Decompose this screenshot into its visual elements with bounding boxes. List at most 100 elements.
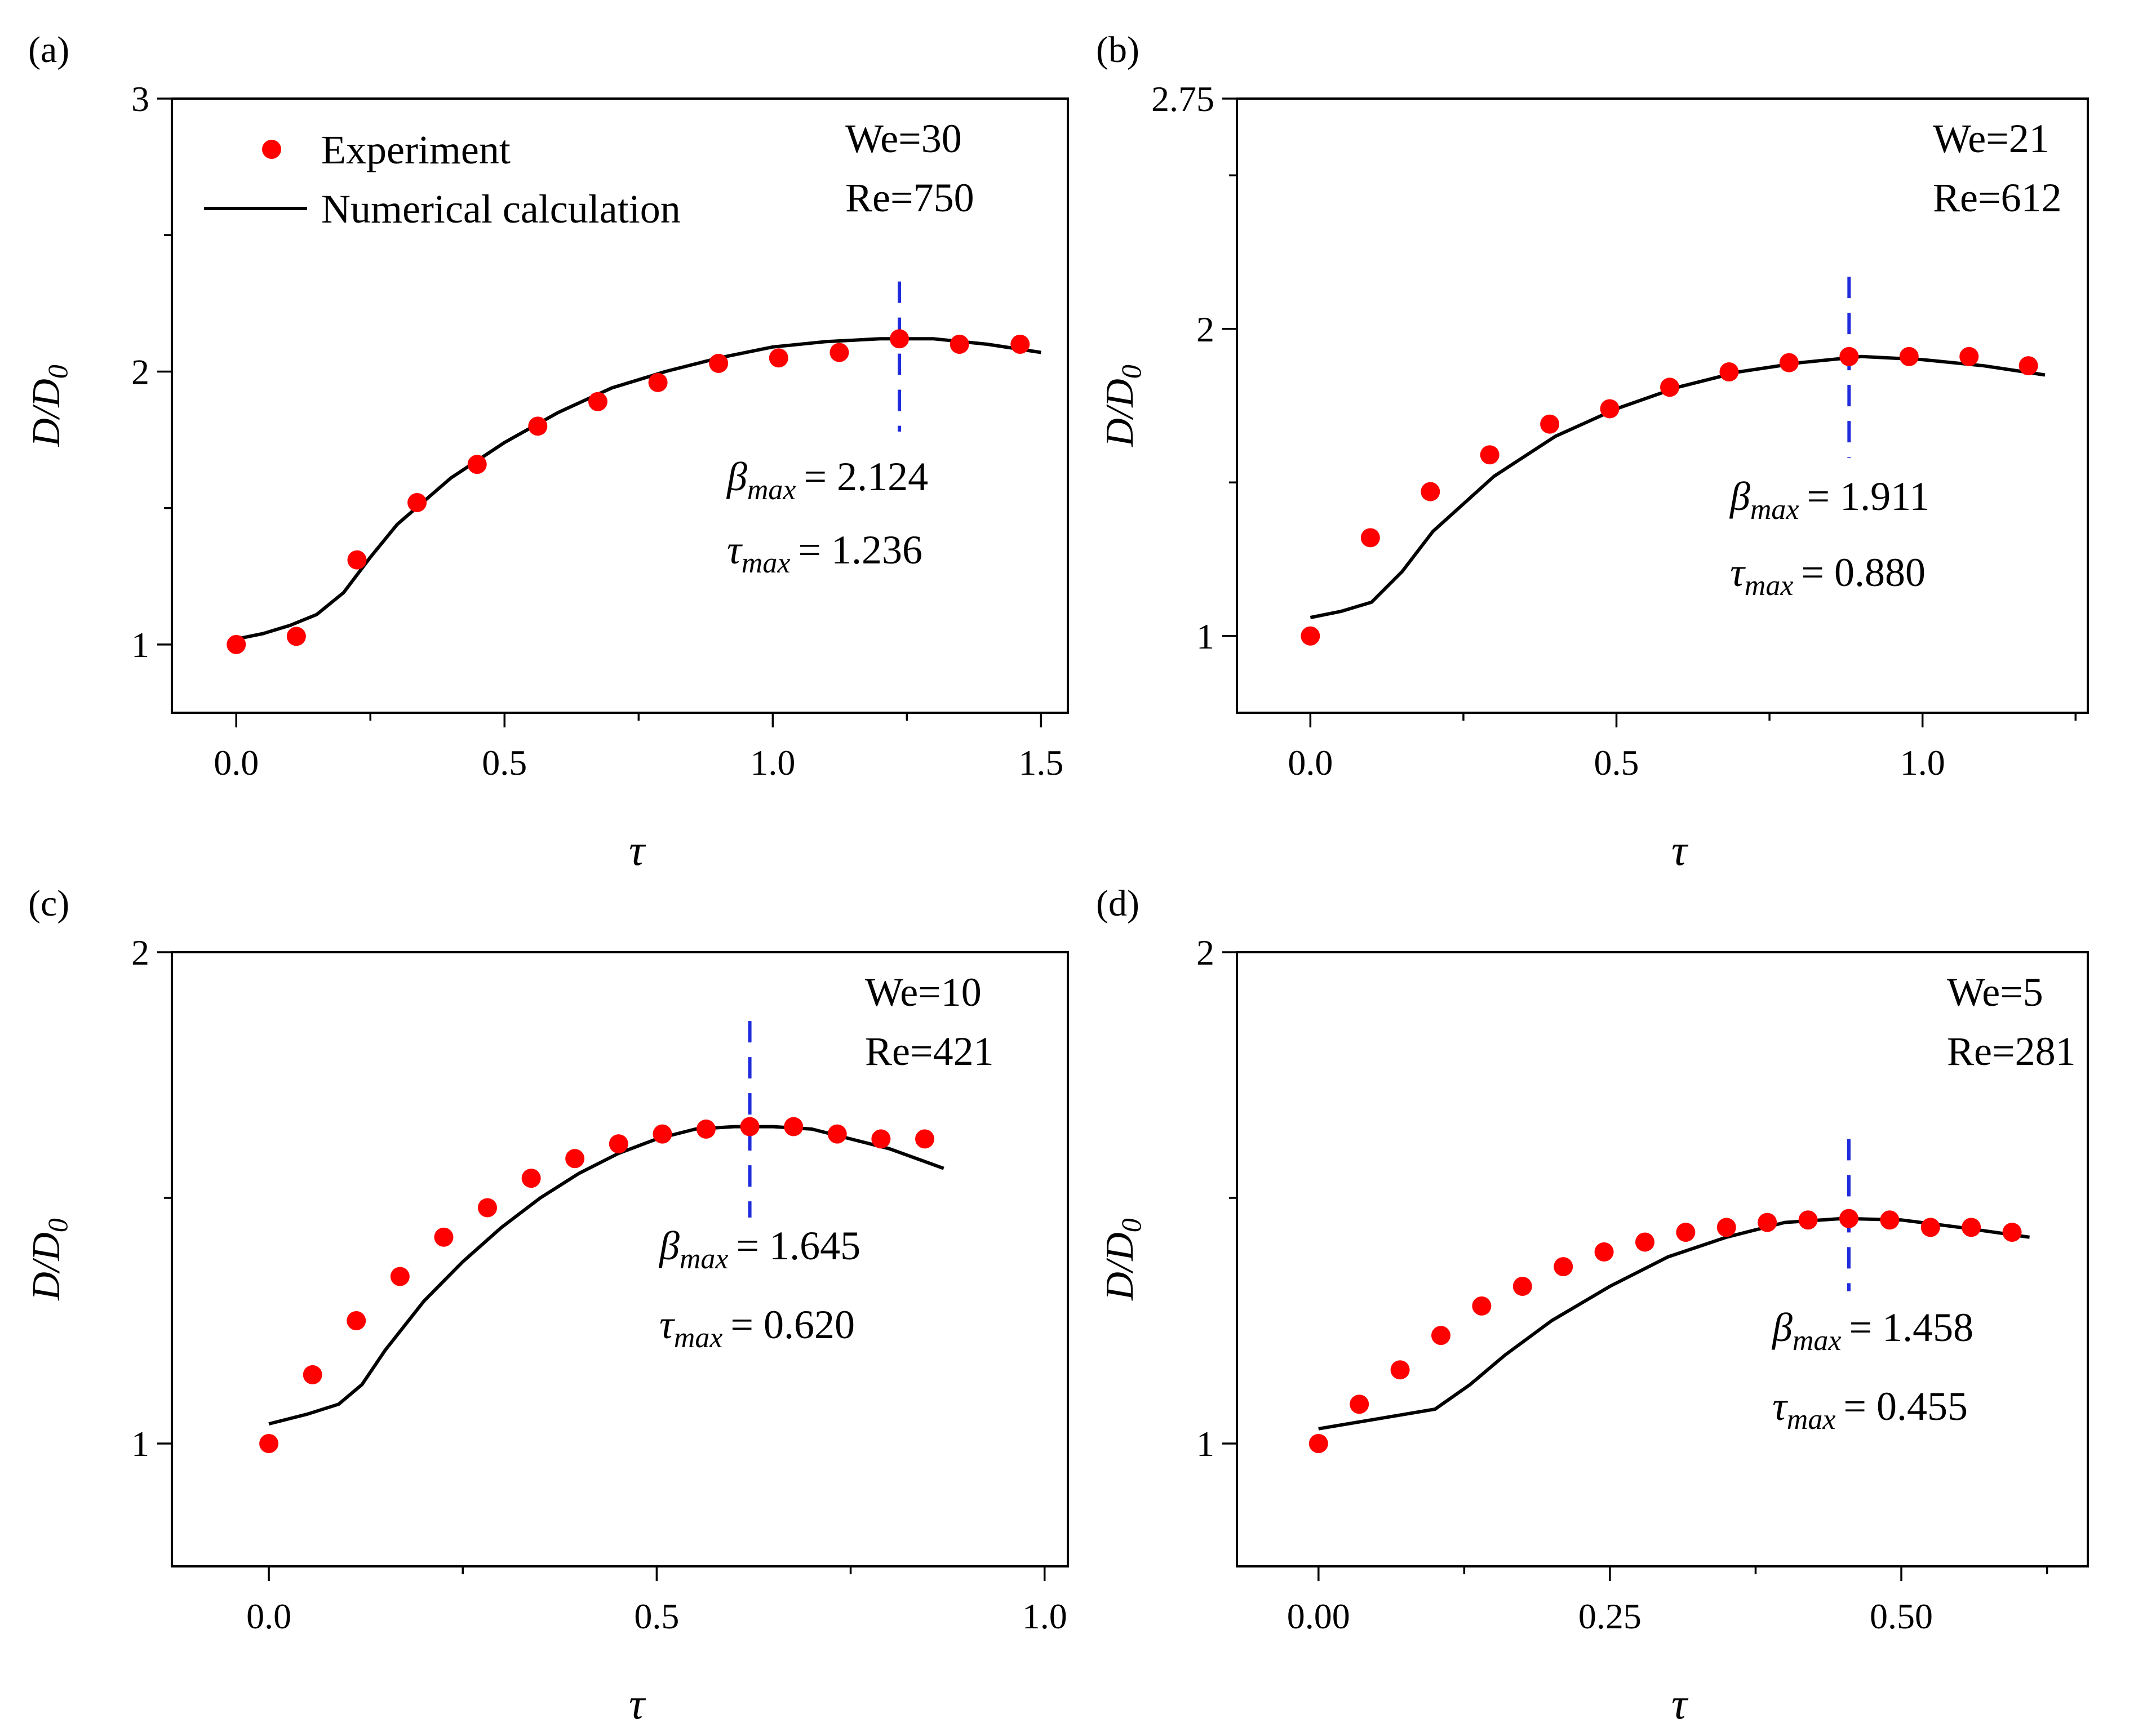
- experiment-point: [227, 634, 246, 654]
- tau-subscript: max: [742, 547, 791, 579]
- beta-symbol: β: [726, 454, 747, 499]
- experiment-point: [588, 392, 607, 411]
- x-tick-label: 1.0: [1022, 1596, 1067, 1636]
- numerical-curve: [236, 337, 1041, 641]
- experiment-point: [653, 1124, 672, 1144]
- experiment-point: [709, 353, 729, 373]
- x-axis-label: τ: [629, 825, 646, 874]
- experiment-point: [1779, 353, 1799, 372]
- param-label: Re=612: [1933, 175, 2062, 220]
- y-tick-label: 3: [131, 79, 149, 119]
- experiment-point: [648, 372, 668, 392]
- experiment-point: [1301, 626, 1320, 646]
- experiment-point: [1390, 1360, 1410, 1380]
- y-axis-label: D/D0: [1098, 1218, 1147, 1301]
- x-tick-label: 0.0: [214, 743, 259, 783]
- y-tick-label: 2: [1196, 932, 1214, 972]
- y-axis-label: D/D0: [25, 365, 73, 447]
- plot-frame: [171, 97, 1069, 714]
- experiment-point: [1880, 1210, 1900, 1230]
- experiment-point: [769, 348, 788, 368]
- panel-label: (d): [1096, 883, 1139, 924]
- experiment-point: [434, 1227, 454, 1247]
- beta-max-annotation: βmax = 1.645: [658, 1223, 860, 1275]
- experiment-point: [1899, 347, 1919, 366]
- y-tick-label: 2: [131, 932, 149, 972]
- experiment-point: [1600, 399, 1620, 419]
- experiment-point: [2019, 356, 2038, 376]
- experiment-point: [1540, 414, 1560, 434]
- panel-label: (c): [28, 883, 69, 924]
- experiment-point: [827, 1124, 847, 1144]
- beta-max-value: = 1.458: [1849, 1305, 1974, 1350]
- experiment-point: [1594, 1242, 1614, 1262]
- param-label: Re=421: [865, 1029, 994, 1074]
- panel-label: (a): [28, 29, 69, 70]
- experiment-point: [871, 1129, 891, 1149]
- param-label: Re=750: [845, 175, 974, 220]
- y-tick-label: 2: [1196, 309, 1214, 349]
- experiment-point: [1360, 528, 1380, 548]
- param-label: We=10: [865, 970, 982, 1015]
- x-axis-label: τ: [1671, 825, 1689, 874]
- x-tick-label: 0.5: [482, 743, 527, 783]
- y-tick-label: 1: [1196, 616, 1214, 656]
- experiment-point: [696, 1119, 716, 1139]
- experiment-point: [2002, 1223, 2022, 1242]
- y-tick-label: 2.75: [1151, 79, 1214, 119]
- beta-symbol: β: [1771, 1305, 1793, 1350]
- tau-max-annotation: τmax = 0.880: [1730, 550, 1926, 602]
- experiment-point: [1554, 1257, 1573, 1277]
- tau-max-annotation: τmax = 1.236: [727, 527, 922, 579]
- x-tick-label: 0.25: [1578, 1596, 1642, 1636]
- experiment-point: [1959, 347, 1979, 366]
- experiment-point: [407, 492, 427, 512]
- tau-subscript: max: [1745, 570, 1794, 602]
- param-label: We=21: [1933, 116, 2049, 161]
- plot-frame: [171, 951, 1069, 1567]
- y-axis-label-main: D/D: [25, 379, 68, 447]
- numerical-curve: [1310, 354, 2046, 619]
- x-tick-label: 1.0: [1900, 743, 1945, 783]
- param-label: We=5: [1947, 970, 2043, 1015]
- plot-frame: [1236, 97, 2089, 714]
- legend-experiment-marker: [262, 140, 281, 159]
- y-axis-label: D/D0: [1098, 365, 1147, 447]
- experiment-point: [1660, 378, 1680, 397]
- experiment-point: [1839, 1209, 1858, 1228]
- experiment-point: [1512, 1276, 1532, 1296]
- experiment-point: [1421, 482, 1440, 501]
- plot-frame: [1236, 951, 2089, 1567]
- legend: Experiment Numerical calculation: [204, 127, 681, 232]
- y-axis-label-sub: 0: [42, 1218, 73, 1232]
- beta-max-value: = 1.645: [737, 1223, 861, 1268]
- experiment-point: [1635, 1232, 1654, 1252]
- x-tick-label: 0.0: [1288, 743, 1333, 783]
- experiment-point: [303, 1365, 322, 1384]
- beta-max-annotation: βmax = 1.458: [1771, 1305, 1973, 1357]
- tau-max-value: = 0.620: [730, 1302, 855, 1347]
- y-axis-label-sub: 0: [1115, 365, 1147, 379]
- experiment-point: [1350, 1395, 1369, 1414]
- experiment-point: [1920, 1218, 1940, 1237]
- beta-symbol: β: [658, 1223, 680, 1268]
- experiment-point: [1308, 1434, 1328, 1453]
- x-tick-label: 0.5: [634, 1596, 679, 1636]
- experiment-point: [1962, 1218, 1981, 1237]
- tau-symbol: τ: [659, 1302, 675, 1347]
- experiment-point: [1472, 1296, 1492, 1316]
- experiment-point: [950, 335, 969, 354]
- experiment-point: [1839, 347, 1859, 366]
- beta-symbol: β: [1729, 474, 1750, 519]
- experiment-point: [259, 1434, 279, 1453]
- experiment-point: [1010, 335, 1030, 354]
- y-tick-label: 2: [131, 352, 149, 392]
- experiment-point: [1719, 362, 1739, 382]
- experiment-point: [478, 1198, 498, 1218]
- experiment-point: [347, 1311, 366, 1330]
- experiment-point: [784, 1117, 804, 1136]
